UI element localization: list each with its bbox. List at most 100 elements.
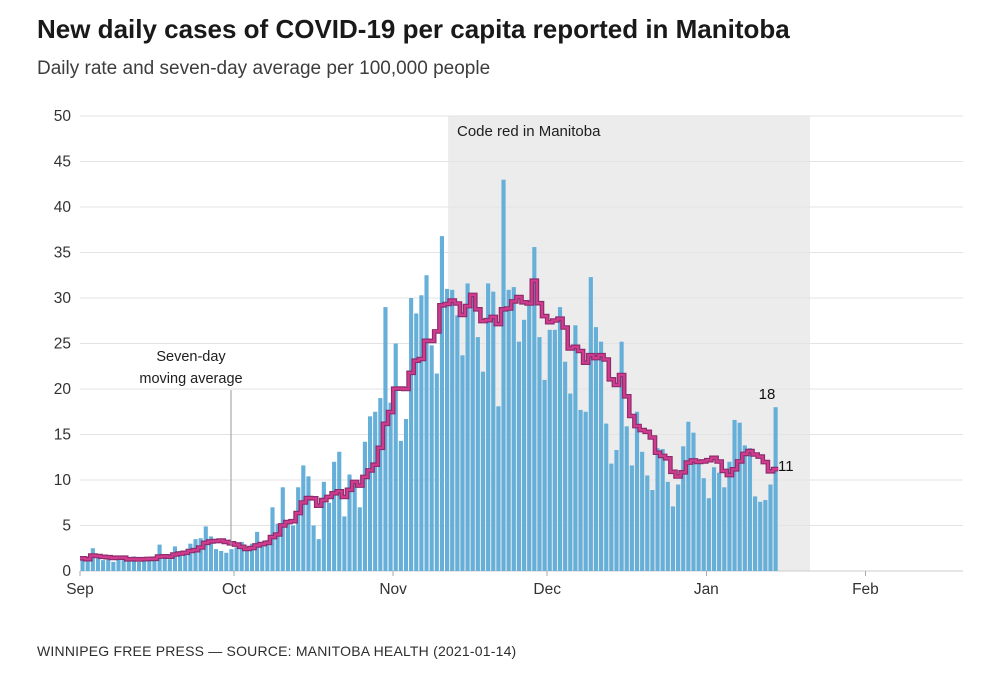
daily-rate-bar [275,523,280,571]
daily-rate-bar [208,536,213,571]
daily-rate-bar [573,325,578,571]
chart-area: 0 5 10 15 20 25 30 35 40 45 50 Sep Oct Nov Dec Jan Feb C… [54,108,963,598]
daily-rate-bar [311,525,316,571]
daily-rate-bar [599,341,604,571]
daily-rate-bar [768,484,773,571]
daily-rate-bar [696,459,701,571]
daily-rate-bar [491,291,496,571]
daily-rate-bar [501,179,506,571]
daily-rate-bar [727,461,732,571]
daily-rate-bar [290,525,296,571]
daily-rate-bar [604,423,609,571]
x-axis-month-label: Sep [66,581,94,598]
daily-rate-bar [183,554,188,571]
last-daily-value-label: 18 [758,386,776,403]
daily-rate-bar [378,398,383,571]
daily-rate-bar [588,277,593,571]
daily-rate-bar [578,409,583,571]
daily-rate-bar [557,307,563,571]
daily-rate-bar [645,475,650,571]
daily-rate-bar [136,561,142,571]
daily-rate-bar [496,406,501,571]
daily-rate-bar [532,247,537,572]
daily-rate-bar [640,451,645,571]
daily-rate-bar [85,560,90,571]
y-axis-tick-label: 10 [54,472,72,489]
seven-day-average-line [80,279,779,561]
daily-rate-bar [265,540,270,571]
daily-rate-bar [332,461,337,571]
daily-rate-bar [722,487,727,571]
daily-rate-bar [249,543,255,571]
daily-rate-bar [101,560,106,571]
daily-rate-bar [419,295,424,571]
daily-rate-bar [213,549,219,571]
daily-rate-bar [522,319,527,571]
daily-rate-bar [527,299,532,571]
daily-rate-bar [747,448,753,571]
daily-rate-bar [706,498,711,571]
annotation-line-1: Seven-day [156,349,226,365]
daily-rate-bar [660,449,665,571]
daily-rate-bar [450,289,455,571]
daily-rate-bar [583,411,588,571]
daily-rate-bar [593,327,599,571]
daily-rate-bar [90,548,95,571]
daily-rate-bar [111,561,116,571]
daily-rate-bar [717,472,722,571]
daily-rate-bar [388,402,393,571]
covid-cases-chart: 0 5 10 15 20 25 30 35 40 45 50 Sep Oct Nov Dec Jan Feb [54,108,963,598]
daily-rate-bar [219,550,224,571]
daily-rate-bar [470,295,475,571]
daily-rate-bar [475,337,480,571]
daily-rate-bar [424,275,429,571]
daily-rate-bar [337,451,342,571]
daily-rate-bar [131,556,136,571]
daily-rate-bar [224,552,229,571]
daily-rate-bar [742,445,747,571]
daily-rate-bar [357,507,362,571]
y-axis-tick-label: 50 [54,108,72,125]
daily-rate-bar [352,484,357,571]
daily-rate-bar [106,559,111,571]
daily-rate-bar [403,419,409,571]
daily-rate-bar [188,543,193,571]
daily-rate-bar [178,550,183,571]
daily-rate-bar [676,484,681,571]
daily-rate-bar [773,407,778,571]
page-title: New daily cases of COVID-19 per capita r… [37,14,790,44]
daily-rate-bar [116,557,121,571]
daily-rate-bar [347,474,352,571]
daily-rate-bar [629,465,634,571]
y-axis-tick-label: 40 [54,199,72,216]
daily-rate-bar [516,341,521,571]
x-axis-month-label: Dec [533,581,561,598]
daily-rate-bar [568,393,573,571]
daily-rate-bar [147,560,152,571]
daily-rate-bar [167,559,172,571]
daily-rate-bar [193,539,198,571]
daily-rate-bar [239,541,244,571]
page-subtitle: Daily rate and seven-day average per 100… [37,58,491,79]
daily-rate-bar [619,341,624,571]
daily-rate-bar [614,449,619,571]
daily-rate-bar [444,288,450,571]
y-axis-tick-label: 25 [54,336,71,353]
x-axis-month-label: Nov [379,581,407,598]
x-axis-month-label: Oct [222,581,247,598]
daily-rate-bar [362,441,367,571]
daily-rate-bar [393,343,398,571]
daily-rate-bar [763,500,768,571]
daily-rate-bar [316,539,321,571]
daily-rate-bar [95,557,101,571]
daily-rate-bar [301,465,306,571]
daily-rate-bar [686,421,691,571]
seven-day-average-annotation: Seven-day moving average [110,346,272,391]
daily-rate-bar [670,506,676,571]
x-axis-month-label: Jan [694,581,719,598]
daily-rate-bar [542,379,547,571]
daily-rate-bar [439,236,444,571]
daily-rate-bar [634,411,640,571]
daily-rate-bar [162,557,167,571]
